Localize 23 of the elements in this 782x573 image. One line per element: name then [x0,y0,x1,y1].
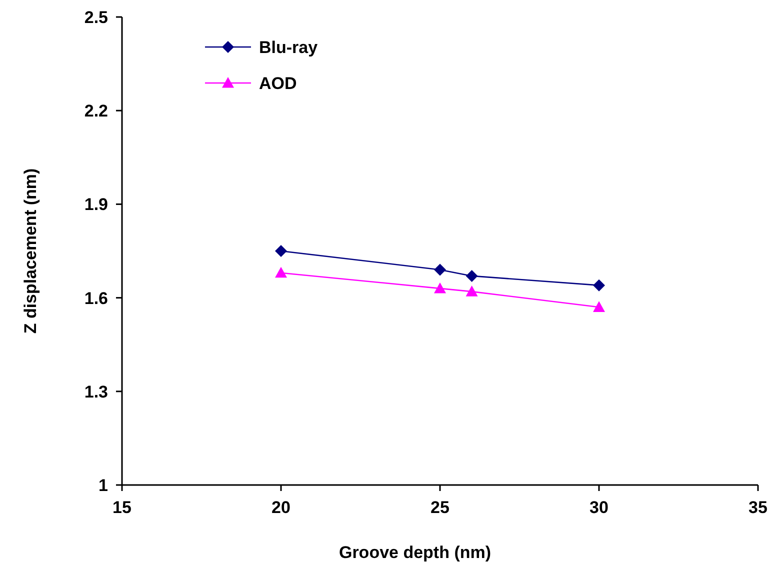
y-axis-title: Z displacement (nm) [21,168,40,334]
point [593,279,605,292]
x-tick-label: 35 [748,498,768,517]
y-tick-label: 1.3 [84,382,108,402]
point [466,270,478,282]
point [275,245,287,257]
y-tick-label: 1 [98,476,108,495]
y-tick-label: 2.5 [84,8,108,27]
x-tick-label: 25 [430,498,450,517]
point [434,264,446,276]
y-tick-label: 1.6 [84,288,108,308]
x-tick-label: 15 [112,498,132,517]
x-tick-label: 20 [272,498,290,517]
point [466,286,478,296]
y-tick-label: 1.9 [84,195,108,214]
point [593,301,605,312]
legend-label: Blu-ray [259,38,318,57]
x-axis-title: Groove depth (nm) [338,543,492,562]
point [434,282,446,294]
point [275,266,287,278]
legend-label: AOD [259,74,297,93]
x-tick-label: 30 [590,498,608,517]
y-tick-label: 2.2 [84,102,108,121]
